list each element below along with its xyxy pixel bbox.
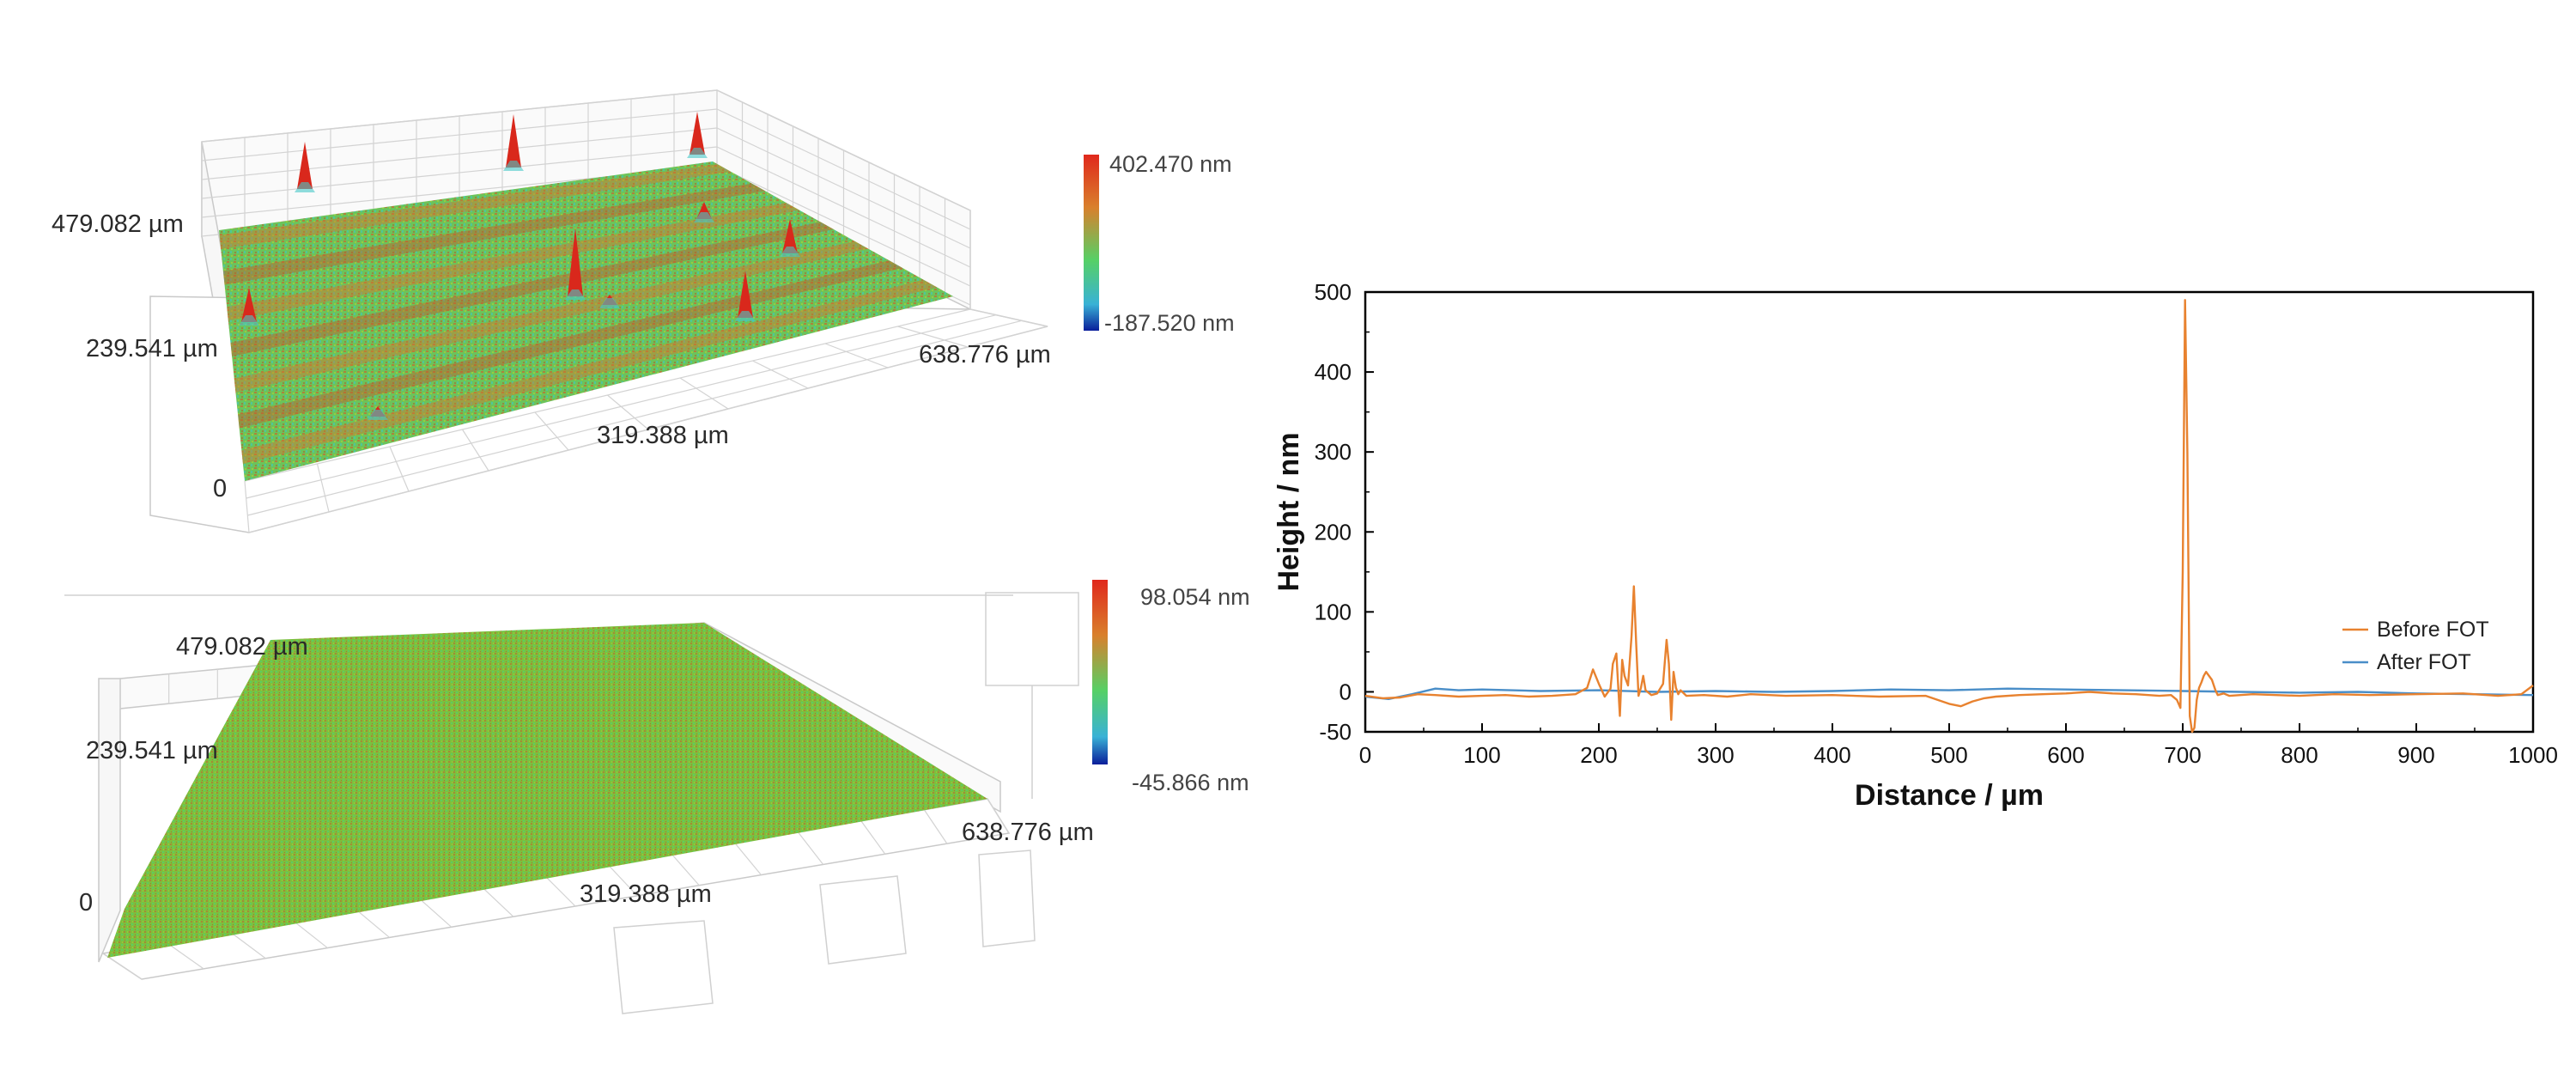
x-tick-label: 600 xyxy=(2047,742,2084,768)
y-axis-label: Height / nm xyxy=(1273,432,1305,591)
y-tick-label: -50 xyxy=(1319,719,1352,745)
series-line-before-fot xyxy=(1364,299,2534,734)
x-tick-label: 900 xyxy=(2397,742,2434,768)
x-label-end-before: 638.776 µm xyxy=(919,341,1051,368)
colorbar-after-min: -45.866 nm xyxy=(1132,770,1249,795)
surface-plot-after: 98.054 nm -45.866 nm 479.082 µm 239.541 … xyxy=(0,550,1271,1080)
x-tick-label: 0 xyxy=(1359,742,1371,768)
y-label-mid-before: 239.541 µm xyxy=(86,335,218,362)
x-label-end-after: 638.776 µm xyxy=(962,819,1094,846)
plot-frame xyxy=(1364,290,2535,734)
y-tick-label: 200 xyxy=(1315,519,1352,545)
y-label-zero-before: 0 xyxy=(213,475,227,502)
surface-plot-after-canvas: 98.054 nm -45.866 nm 479.082 µm 239.541 … xyxy=(64,580,1250,1014)
x-tick-label: 200 xyxy=(1580,742,1617,768)
series-line-after-fot xyxy=(1364,687,2534,700)
height-profile-chart-canvas: 0 100 200 300 400 500 600 700 800 900 1000 -50 0 100 2… xyxy=(1273,279,2558,812)
surface-before-peaks xyxy=(239,112,800,420)
x-tick-label: 1000 xyxy=(2508,742,2558,768)
colorbar-after xyxy=(1092,580,1108,764)
x-axis-label: Distance / µm xyxy=(1855,779,2044,812)
y-label-top-before: 479.082 µm xyxy=(52,210,184,238)
x-tick-label: 700 xyxy=(2164,742,2201,768)
colorbar-after-max: 98.054 nm xyxy=(1140,584,1250,610)
y-tick-label: 500 xyxy=(1315,279,1352,305)
y-tick-label: 300 xyxy=(1315,439,1352,465)
y-tick-label: 100 xyxy=(1315,599,1352,624)
surface-before-mesh xyxy=(219,161,953,481)
surface-before-stripes xyxy=(219,164,937,465)
surface-plot-before-canvas: 402.470 nm -187.520 nm 479.082 µm 239.54… xyxy=(52,89,1235,533)
x-tick-label: 300 xyxy=(1697,742,1734,768)
x-tick-label: 500 xyxy=(1930,742,1967,768)
x-tick-label: 800 xyxy=(2281,742,2318,768)
y-tick-label: 400 xyxy=(1315,359,1352,385)
surface-after-mesh xyxy=(107,623,987,958)
height-profile-chart: 0 100 200 300 400 500 600 700 800 900 1000 -50 0 100 2… xyxy=(1236,258,2576,859)
x-tick-label: 100 xyxy=(1463,742,1500,768)
y-label-top-after: 479.082 µm xyxy=(176,633,308,661)
legend-label-before-fot: Before FOT xyxy=(2377,618,2489,642)
series-lines xyxy=(1364,299,2534,734)
x-tick-label: 400 xyxy=(1814,742,1850,768)
colorbar-before-max: 402.470 nm xyxy=(1109,151,1232,177)
legend-label-after-fot: After FOT xyxy=(2377,650,2471,674)
legend: Before FOT After FOT xyxy=(2342,618,2489,674)
colorbar-before-min: -187.520 nm xyxy=(1104,310,1235,336)
x-label-mid-before: 319.388 µm xyxy=(597,422,729,449)
x-label-mid-after: 319.388 µm xyxy=(580,880,712,908)
y-tick-label: 0 xyxy=(1340,679,1352,704)
y-label-zero-after: 0 xyxy=(79,889,93,917)
axis-ticks: 0 100 200 300 400 500 600 700 800 900 1000 -50 0 100 2… xyxy=(1315,279,2558,768)
y-label-mid-after: 239.541 µm xyxy=(86,737,218,764)
surface-before-grid xyxy=(201,89,1048,533)
surface-plot-before: 402.470 nm -187.520 nm 479.082 µm 239.54… xyxy=(0,0,1271,550)
colorbar-before xyxy=(1084,155,1099,331)
